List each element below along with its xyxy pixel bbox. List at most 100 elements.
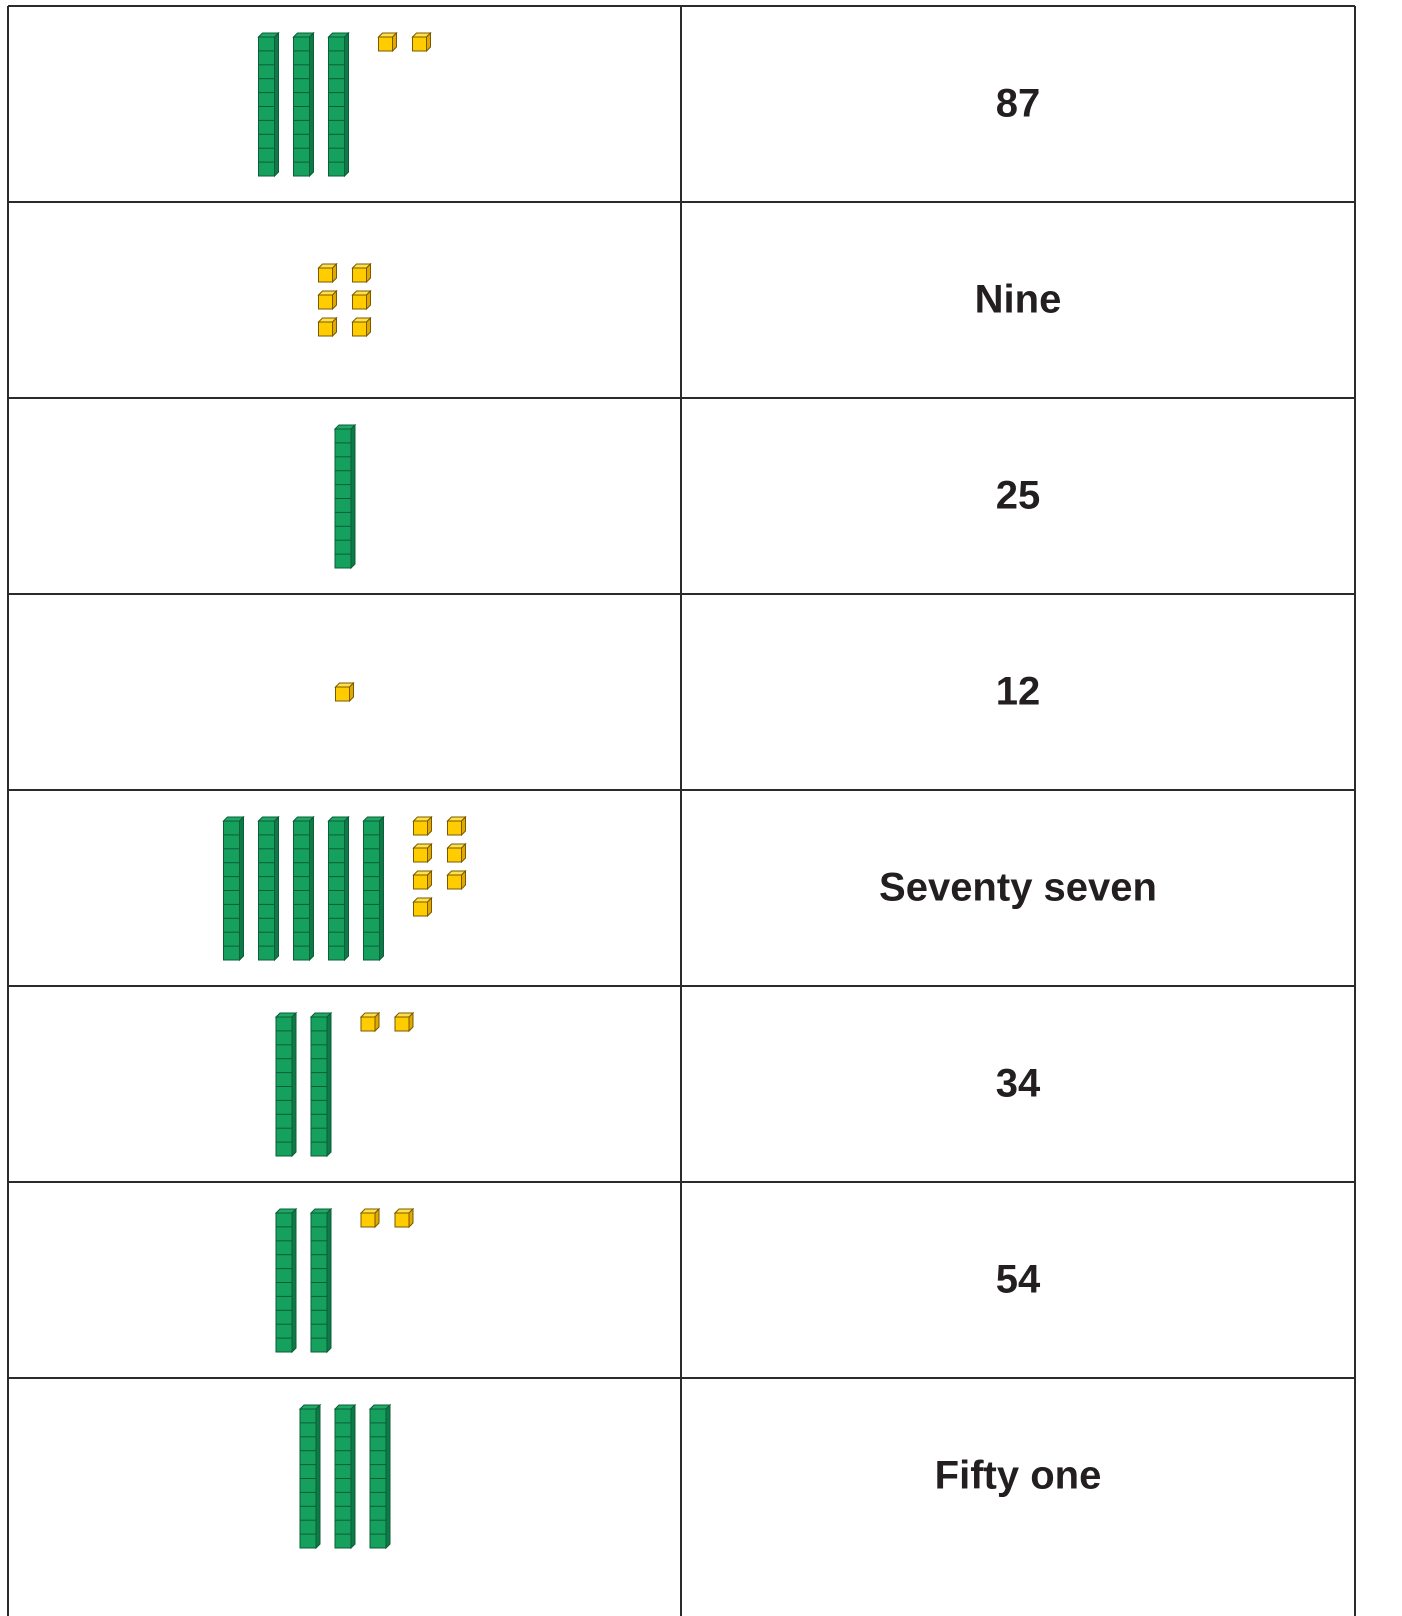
ones-cube — [379, 33, 397, 51]
cube-side — [367, 318, 371, 336]
tens-rod — [329, 33, 349, 176]
ones-cube — [353, 291, 371, 309]
row-label: 25 — [996, 474, 1041, 518]
row-label: 87 — [996, 82, 1041, 126]
rod-side — [292, 1209, 296, 1352]
rod-side — [386, 1405, 390, 1548]
rod-side — [316, 1405, 320, 1548]
tens-rod — [259, 33, 279, 176]
ones-cube — [414, 898, 432, 916]
tens-rod — [335, 425, 355, 568]
cube-face — [414, 848, 428, 862]
cube-face — [336, 687, 350, 701]
cube-side — [428, 871, 432, 889]
ones-cube — [319, 264, 337, 282]
ones-cube — [353, 318, 371, 336]
tens-rod — [224, 817, 244, 960]
ones-cube — [319, 318, 337, 336]
cube-side — [462, 871, 466, 889]
cube-side — [428, 844, 432, 862]
rod-side — [345, 817, 349, 960]
blocks — [300, 1405, 390, 1548]
cube-face — [319, 295, 333, 309]
cube-side — [333, 318, 337, 336]
tens-rod — [370, 1405, 390, 1548]
page: 87Nine2512Seventy seven3454Fifty one (()… — [0, 0, 1402, 1616]
cube-face — [361, 1017, 375, 1031]
blocks — [224, 817, 466, 960]
tens-rod — [311, 1209, 331, 1352]
rod-side — [351, 425, 355, 568]
cube-side — [367, 291, 371, 309]
cube-face — [361, 1213, 375, 1227]
cube-side — [462, 844, 466, 862]
cube-face — [319, 322, 333, 336]
blocks — [276, 1013, 413, 1156]
blocks — [276, 1209, 413, 1352]
rod-side — [240, 817, 244, 960]
row-label: 54 — [996, 1258, 1041, 1302]
rod-side — [310, 33, 314, 176]
ones-cube — [361, 1013, 379, 1031]
ones-cube — [361, 1209, 379, 1227]
cube-side — [393, 33, 397, 51]
cube-face — [353, 322, 367, 336]
rod-side — [380, 817, 384, 960]
cube-face — [414, 875, 428, 889]
cube-side — [350, 683, 354, 701]
cube-side — [333, 291, 337, 309]
row-label: Nine — [975, 278, 1062, 322]
cube-side — [375, 1209, 379, 1227]
tens-rod — [276, 1013, 296, 1156]
ones-cube — [353, 264, 371, 282]
tens-rod — [276, 1209, 296, 1352]
rod-side — [351, 1405, 355, 1548]
ones-cube — [414, 817, 432, 835]
cube-face — [414, 821, 428, 835]
worksheet: 87 Nine 25 12 Seventy seven 34 54 Fifty one — [0, 0, 1402, 1616]
rod-side — [292, 1013, 296, 1156]
cube-face — [448, 821, 462, 835]
ones-cube — [395, 1209, 413, 1227]
blocks — [319, 264, 371, 336]
cube-side — [367, 264, 371, 282]
ones-cube — [448, 844, 466, 862]
cube-side — [409, 1209, 413, 1227]
row-label: Fifty one — [935, 1454, 1102, 1498]
cube-side — [333, 264, 337, 282]
cube-side — [428, 898, 432, 916]
cube-face — [319, 268, 333, 282]
ones-cube — [336, 683, 354, 701]
rod-side — [310, 817, 314, 960]
row-label: Seventy seven — [879, 866, 1157, 910]
ones-cube — [395, 1013, 413, 1031]
cube-side — [427, 33, 431, 51]
row-label: 12 — [996, 670, 1041, 714]
rod-side — [275, 817, 279, 960]
rod-side — [275, 33, 279, 176]
rod-side — [327, 1013, 331, 1156]
cube-face — [395, 1017, 409, 1031]
cube-side — [462, 817, 466, 835]
cube-face — [395, 1213, 409, 1227]
tens-rod — [329, 817, 349, 960]
ones-cube — [448, 817, 466, 835]
tens-rod — [364, 817, 384, 960]
tens-rod — [335, 1405, 355, 1548]
cube-face — [448, 875, 462, 889]
row-label: 34 — [996, 1062, 1041, 1106]
cube-face — [353, 295, 367, 309]
ones-cube — [319, 291, 337, 309]
cube-side — [428, 817, 432, 835]
tens-rod — [300, 1405, 320, 1548]
blocks — [336, 683, 354, 701]
tens-rod — [294, 817, 314, 960]
tens-rod — [259, 817, 279, 960]
rod-side — [327, 1209, 331, 1352]
cube-face — [448, 848, 462, 862]
tens-rod — [311, 1013, 331, 1156]
rod-side — [345, 33, 349, 176]
cube-face — [379, 37, 393, 51]
cube-face — [353, 268, 367, 282]
tens-rod — [294, 33, 314, 176]
